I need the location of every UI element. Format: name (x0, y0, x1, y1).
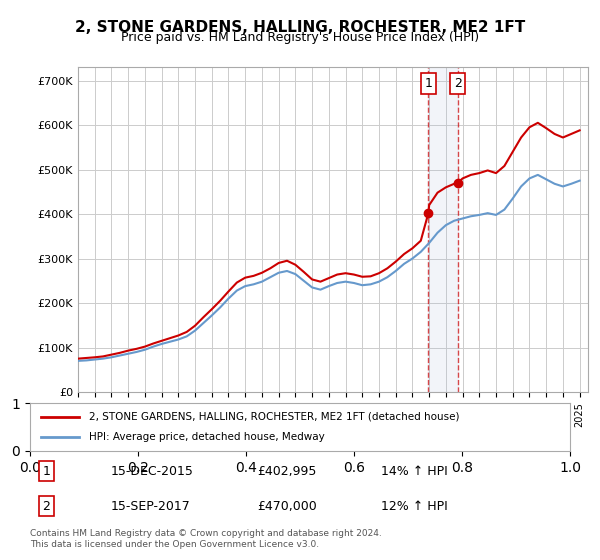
Text: 14% ↑ HPI: 14% ↑ HPI (381, 465, 448, 478)
Text: Price paid vs. HM Land Registry's House Price Index (HPI): Price paid vs. HM Land Registry's House … (121, 31, 479, 44)
Text: 2: 2 (454, 77, 461, 90)
Bar (428, 67, 458, 392)
Text: 12% ↑ HPI: 12% ↑ HPI (381, 500, 448, 512)
Text: Contains HM Land Registry data © Crown copyright and database right 2024.
This d: Contains HM Land Registry data © Crown c… (30, 529, 382, 549)
Text: 1: 1 (42, 465, 50, 478)
Text: 2, STONE GARDENS, HALLING, ROCHESTER, ME2 1FT: 2, STONE GARDENS, HALLING, ROCHESTER, ME… (75, 20, 525, 35)
Text: £402,995: £402,995 (257, 465, 316, 478)
Text: 15-DEC-2015: 15-DEC-2015 (111, 465, 194, 478)
Text: 2, STONE GARDENS, HALLING, ROCHESTER, ME2 1FT (detached house): 2, STONE GARDENS, HALLING, ROCHESTER, ME… (89, 412, 460, 422)
Text: £470,000: £470,000 (257, 500, 317, 512)
Text: 15-SEP-2017: 15-SEP-2017 (111, 500, 191, 512)
Text: 2: 2 (42, 500, 50, 512)
Text: HPI: Average price, detached house, Medway: HPI: Average price, detached house, Medw… (89, 432, 325, 442)
Text: 1: 1 (425, 77, 433, 90)
